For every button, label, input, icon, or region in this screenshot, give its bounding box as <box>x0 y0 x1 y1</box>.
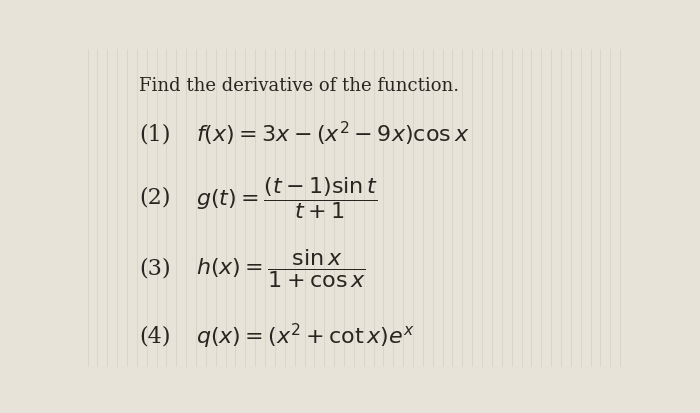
Text: $g(t) = \dfrac{(t-1)\sin t}{t+1}$: $g(t) = \dfrac{(t-1)\sin t}{t+1}$ <box>196 175 378 221</box>
Text: $q(x) = (x^2 + \cot x)e^{x}$: $q(x) = (x^2 + \cot x)e^{x}$ <box>196 321 414 350</box>
Text: (3): (3) <box>139 256 171 278</box>
Text: $f(x) = 3x - (x^2 - 9x)\cos x$: $f(x) = 3x - (x^2 - 9x)\cos x$ <box>196 120 470 148</box>
Text: (2): (2) <box>139 186 171 209</box>
Text: $h(x) = \dfrac{\sin x}{1+\cos x}$: $h(x) = \dfrac{\sin x}{1+\cos x}$ <box>196 246 366 289</box>
Text: (4): (4) <box>139 325 171 347</box>
Text: (1): (1) <box>139 123 171 145</box>
Text: Find the derivative of the function.: Find the derivative of the function. <box>139 76 459 95</box>
